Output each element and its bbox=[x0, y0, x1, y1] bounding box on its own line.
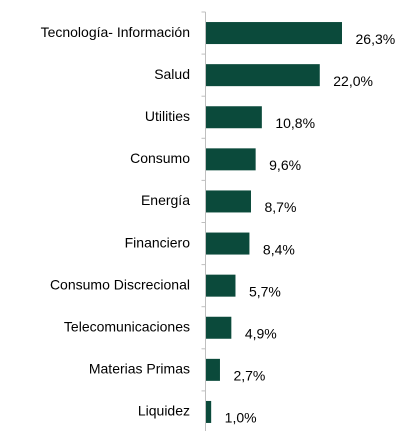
value-label: 1,0% bbox=[225, 410, 257, 426]
value-label: 26,3% bbox=[356, 31, 396, 47]
category-label: Financiero bbox=[125, 234, 191, 250]
bar bbox=[206, 400, 212, 423]
category-label: Materias Primas bbox=[89, 361, 190, 377]
category-label: Telecomunicaciones bbox=[64, 318, 190, 334]
value-label: 8,7% bbox=[264, 199, 296, 215]
value-label: 22,0% bbox=[333, 73, 373, 89]
value-label: 8,4% bbox=[263, 241, 295, 257]
bar bbox=[206, 358, 220, 381]
category-label: Liquidez bbox=[138, 403, 190, 419]
category-label: Salud bbox=[154, 66, 190, 82]
category-label: Consumo bbox=[130, 150, 190, 166]
value-label: 4,9% bbox=[245, 325, 277, 341]
bar bbox=[206, 190, 251, 213]
bar bbox=[206, 148, 256, 171]
category-label: Consumo Discrecional bbox=[50, 276, 190, 292]
bar bbox=[206, 64, 320, 87]
bar bbox=[206, 232, 250, 255]
bar bbox=[206, 22, 342, 45]
value-label: 2,7% bbox=[233, 368, 265, 384]
category-label: Utilities bbox=[145, 108, 190, 124]
category-label: Tecnología- Información bbox=[41, 24, 190, 40]
bar bbox=[206, 106, 262, 129]
value-label: 9,6% bbox=[269, 157, 301, 173]
value-label: 10,8% bbox=[275, 115, 315, 131]
bar bbox=[206, 274, 236, 297]
category-label: Energía bbox=[141, 192, 190, 208]
value-label: 5,7% bbox=[249, 283, 281, 299]
bar bbox=[206, 316, 232, 339]
